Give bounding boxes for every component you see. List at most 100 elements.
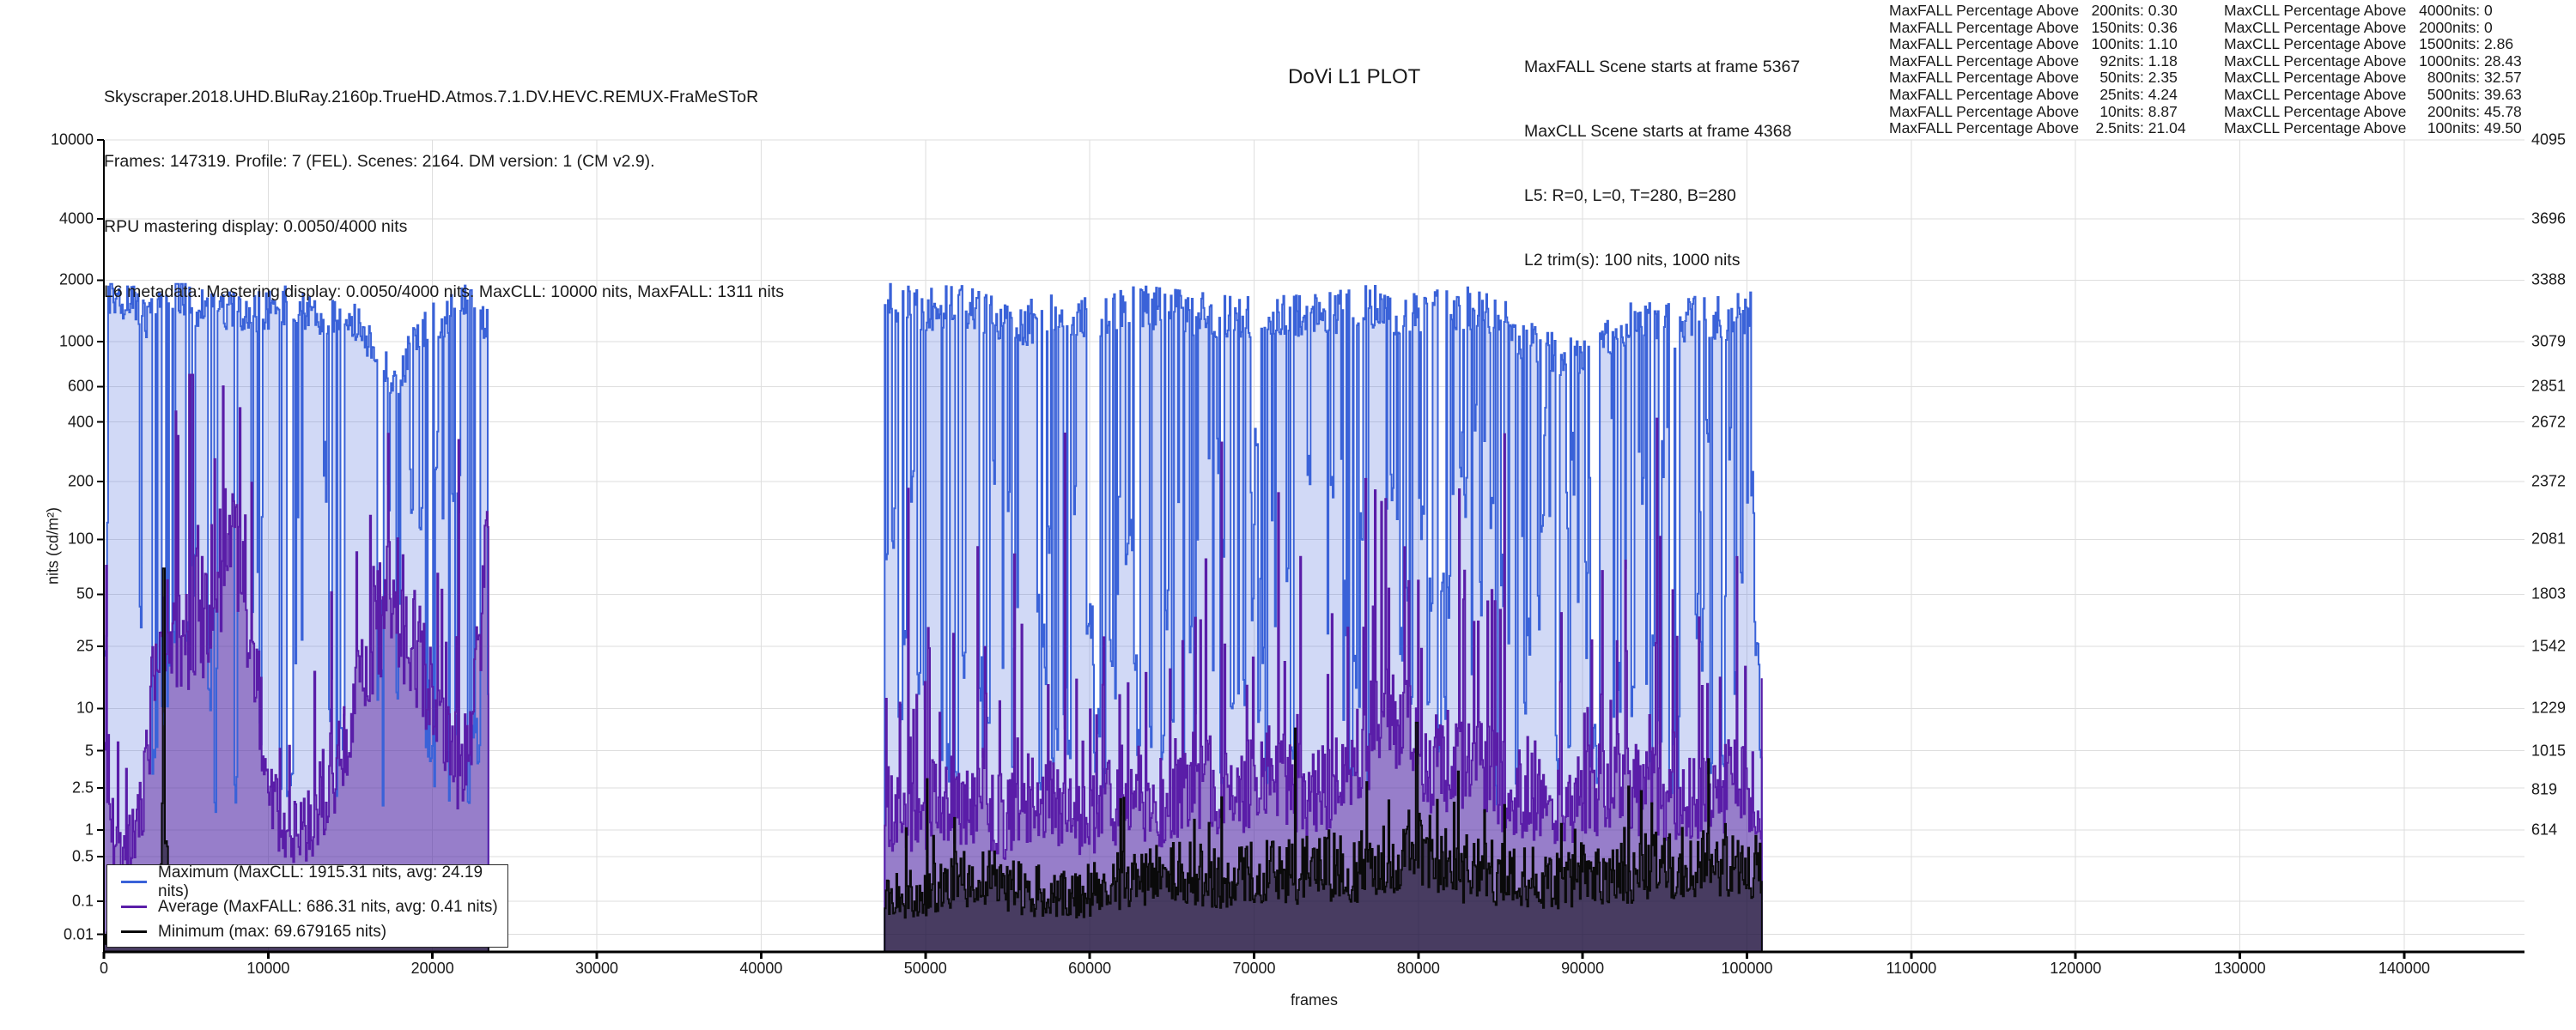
x-tick-label: 0 bbox=[99, 960, 109, 977]
y-tick-label-right: 2672 bbox=[2531, 413, 2567, 431]
x-axis-title: frames bbox=[1290, 991, 1339, 1009]
legend-label-average: Average (MaxFALL: 686.31 nits, avg: 0.41… bbox=[158, 897, 498, 916]
y-tick-label-right: 2851 bbox=[2531, 377, 2567, 395]
average-line-swatch bbox=[121, 906, 147, 908]
y-tick-label-right: 3079 bbox=[2531, 332, 2567, 350]
y-axis-line bbox=[97, 139, 105, 952]
maxfall-scene-start: MaxFALL Scene starts at frame 5367 bbox=[1524, 58, 1801, 76]
title-block: Skyscraper.2018.UHD.BluRay.2160p.TrueHD.… bbox=[104, 43, 784, 347]
x-tick-label: 130000 bbox=[2214, 960, 2266, 977]
y-tick-label-right: 3696 bbox=[2531, 209, 2567, 227]
title-line-release-name: Skyscraper.2018.UHD.BluRay.2160p.TrueHD.… bbox=[104, 87, 759, 106]
title-line-stream-info: Frames: 147319. Profile: 7 (FEL). Scenes… bbox=[104, 152, 655, 172]
y-tick-label-left: 10 bbox=[76, 699, 94, 717]
x-tick-label: 100000 bbox=[1721, 960, 1773, 977]
series-fill-average bbox=[104, 374, 489, 952]
maxfall-percentage-table: MaxFALL Percentage Above 200nits: 0.30 Ma… bbox=[1889, 2, 2186, 137]
maxcll-row: MaxCLL Percentage Above 1000nits: 28.43 bbox=[2224, 52, 2522, 70]
y-tick-label-right: 2372 bbox=[2531, 472, 2567, 490]
y-tick-label-left: 100 bbox=[67, 530, 94, 548]
maxcll-row: MaxCLL Percentage Above 4000nits: 0 bbox=[2224, 2, 2493, 19]
x-tick-label: 60000 bbox=[1068, 960, 1112, 977]
title-line-l6-metadata: L6 metadata: Mastering display: 0.0050/4… bbox=[104, 282, 785, 302]
y-tick-label-right: 819 bbox=[2531, 780, 2558, 798]
minimum-line-swatch bbox=[121, 930, 147, 933]
y-tick-label-left: 5 bbox=[84, 742, 94, 760]
y-tick-label-left: 0.01 bbox=[63, 925, 94, 943]
y-tick-label-left: 2000 bbox=[58, 270, 94, 288]
y-tick-label-left: 10000 bbox=[50, 130, 94, 148]
legend-item-average: Average (MaxFALL: 686.31 nits, avg: 0.41… bbox=[121, 894, 507, 919]
plot-title: DoVi L1 PLOT bbox=[1288, 65, 1421, 88]
maxfall-row: MaxFALL Percentage Above 50nits: 2.35 bbox=[1889, 69, 2178, 87]
x-tick-label: 50000 bbox=[903, 960, 947, 977]
x-tick-label: 30000 bbox=[575, 960, 619, 977]
maxcll-row: MaxCLL Percentage Above 800nits: 32.57 bbox=[2224, 69, 2522, 87]
series-line-maximum bbox=[103, 282, 489, 952]
l5-offsets: L5: R=0, L=0, T=280, B=280 bbox=[1524, 186, 1736, 205]
x-tick-label: 10000 bbox=[246, 960, 290, 977]
y-tick-label-right: 1542 bbox=[2531, 637, 2567, 655]
x-tick-label: 110000 bbox=[1886, 960, 1937, 977]
x-tick-label: 20000 bbox=[410, 960, 454, 977]
y-tick-label-right: 2081 bbox=[2531, 530, 2567, 548]
series-line-maximum bbox=[884, 282, 1763, 952]
y-tick-label-right: 1803 bbox=[2531, 585, 2567, 603]
x-tick-label: 90000 bbox=[1561, 960, 1605, 977]
series-line-average bbox=[884, 417, 1763, 952]
series-fill-average bbox=[884, 418, 1762, 953]
series-fill-maximum bbox=[104, 283, 489, 952]
maxfall-row: MaxFALL Percentage Above 25nits: 4.24 bbox=[1889, 85, 2178, 103]
x-tick-label: 140000 bbox=[2378, 960, 2430, 977]
y-tick-label-left: 4000 bbox=[58, 209, 94, 227]
y-tick-label-left: 1 bbox=[84, 821, 94, 839]
title-line-rpu-mastering: RPU mastering display: 0.0050/4000 nits bbox=[104, 217, 408, 237]
legend: Maximum (MaxCLL: 1915.31 nits, avg: 24.1… bbox=[106, 863, 508, 948]
maximum-line-swatch bbox=[121, 881, 147, 883]
x-tick-label: 70000 bbox=[1232, 960, 1276, 977]
maxfall-row: MaxFALL Percentage Above 150nits: 0.36 bbox=[1889, 18, 2178, 36]
y-tick-label-left: 25 bbox=[76, 637, 94, 655]
maxfall-row: MaxFALL Percentage Above 100nits: 1.10 bbox=[1889, 35, 2178, 53]
y-tick-label-left: 0.5 bbox=[71, 847, 94, 865]
y-tick-label-right: 3388 bbox=[2531, 270, 2567, 288]
legend-item-maximum: Maximum (MaxCLL: 1915.31 nits, avg: 24.1… bbox=[121, 863, 507, 900]
y-axis-title: nits (cd/m²) bbox=[44, 507, 62, 585]
x-tick-label: 40000 bbox=[739, 960, 783, 977]
maxcll-row: MaxCLL Percentage Above 1500nits: 2.86 bbox=[2224, 35, 2514, 53]
maxfall-row: MaxFALL Percentage Above 10nits: 8.87 bbox=[1889, 102, 2178, 120]
legend-label-maximum: Maximum (MaxCLL: 1915.31 nits, avg: 24.1… bbox=[158, 863, 483, 900]
series-line-minimum bbox=[884, 721, 1763, 952]
maxfall-row: MaxFALL Percentage Above 2.5nits: 21.04 bbox=[1889, 119, 2186, 137]
maxcll-scene-start: MaxCLL Scene starts at frame 4368 bbox=[1524, 122, 1792, 141]
grid-lines bbox=[104, 139, 2524, 952]
y-tick-label-left: 200 bbox=[67, 472, 94, 490]
maxcll-percentage-table: MaxCLL Percentage Above 4000nits: 0 MaxCL… bbox=[2224, 2, 2522, 137]
y-tick-label-left: 400 bbox=[67, 413, 94, 431]
y-tick-label-right: 614 bbox=[2531, 821, 2558, 839]
series-line-average bbox=[103, 373, 489, 952]
l2-trims: L2 trim(s): 100 nits, 1000 nits bbox=[1524, 251, 1741, 270]
y-tick-label-right: 1229 bbox=[2531, 699, 2567, 717]
maxcll-row: MaxCLL Percentage Above 100nits: 49.50 bbox=[2224, 119, 2522, 137]
y-tick-label-left: 600 bbox=[67, 377, 94, 395]
y-tick-label-left: 0.1 bbox=[71, 892, 94, 910]
maxfall-row: MaxFALL Percentage Above 92nits: 1.18 bbox=[1889, 52, 2178, 70]
scene-info-block: MaxFALL Scene starts at frame 5367 MaxCL… bbox=[1524, 14, 1800, 314]
maxfall-row: MaxFALL Percentage Above 200nits: 0.30 bbox=[1889, 2, 2178, 19]
y-tick-label-right: 4095 bbox=[2531, 130, 2567, 148]
maxcll-row: MaxCLL Percentage Above 2000nits: 0 bbox=[2224, 18, 2493, 36]
x-tick-label: 120000 bbox=[2050, 960, 2102, 977]
maxcll-row: MaxCLL Percentage Above 500nits: 39.63 bbox=[2224, 85, 2522, 103]
legend-item-minimum: Minimum (max: 69.679165 nits) bbox=[121, 919, 507, 944]
y-tick-label-left: 2.5 bbox=[71, 779, 94, 797]
y-tick-label-left: 50 bbox=[76, 585, 94, 603]
y-tick-label-right: 1015 bbox=[2531, 742, 2567, 760]
y-tick-label-left: 1000 bbox=[58, 332, 94, 350]
x-tick-label: 80000 bbox=[1396, 960, 1440, 977]
x-axis-line bbox=[102, 950, 2524, 959]
legend-label-minimum: Minimum (max: 69.679165 nits) bbox=[158, 922, 387, 941]
maxcll-row: MaxCLL Percentage Above 200nits: 45.78 bbox=[2224, 102, 2522, 120]
